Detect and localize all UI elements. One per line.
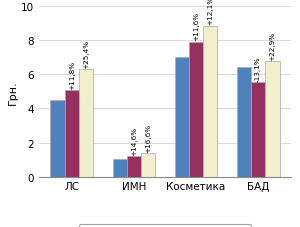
- Text: -13,1%: -13,1%: [255, 56, 261, 81]
- Text: +22,9%: +22,9%: [269, 32, 275, 61]
- Bar: [127, 157, 141, 177]
- Bar: [237, 68, 251, 177]
- Bar: [251, 83, 265, 177]
- Bar: [189, 42, 203, 177]
- Bar: [141, 153, 155, 177]
- Y-axis label: Грн.: Грн.: [8, 80, 18, 104]
- Bar: [50, 100, 65, 177]
- Text: +25,4%: +25,4%: [83, 39, 89, 69]
- Text: +11,8%: +11,8%: [69, 61, 75, 90]
- Bar: [79, 70, 93, 177]
- Text: +14,6%: +14,6%: [131, 126, 137, 155]
- Legend: 2004 г., 2005 г., 2006 г.: 2004 г., 2005 г., 2006 г.: [79, 224, 251, 227]
- Bar: [265, 62, 280, 177]
- Text: +12,1%: +12,1%: [207, 0, 213, 25]
- Bar: [65, 91, 79, 177]
- Text: +11,6%: +11,6%: [193, 12, 199, 41]
- Bar: [175, 58, 189, 177]
- Bar: [203, 26, 218, 177]
- Text: +16,6%: +16,6%: [145, 123, 151, 152]
- Bar: [112, 159, 127, 177]
